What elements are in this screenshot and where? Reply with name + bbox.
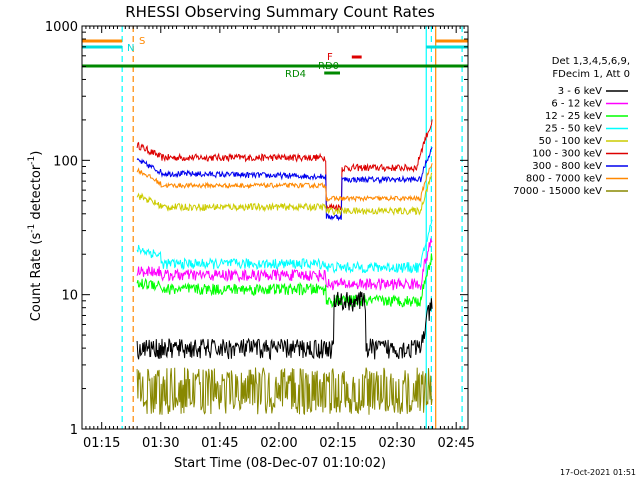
x-tick-label: 01:15 [83,436,120,451]
x-tick-label: 01:45 [201,436,238,451]
legend-label: 3 - 6 keV [558,86,602,97]
legend-label: 12 - 25 keV [545,111,602,122]
x-axis-label: Start Time (08-Dec-07 01:10:02) [174,456,386,471]
series-group [136,119,433,415]
y-axis-label-end: ) [29,151,44,156]
legend-label: 7000 - 15000 keV [513,186,602,197]
x-tick-label: 02:30 [378,436,415,451]
flag-label: N [127,43,134,54]
x-tick-label: 02:00 [260,436,297,451]
legend-label: 25 - 50 keV [545,124,602,135]
y-tick-label: 1000 [45,20,78,35]
y-axis-label-sup2: -1 [27,156,37,165]
flag-bands [121,26,463,429]
series-line [136,238,433,292]
legend-label: 50 - 100 keV [539,136,603,147]
legend-header-1: Det 1,3,4,5,6,9, [552,56,630,67]
series-line [136,253,433,309]
series-line [136,172,433,217]
series-line [136,119,433,211]
legend-header-2: FDecim 1, Att 0 [552,69,630,80]
series-line [136,147,433,222]
y-axis-label-sup1: -1 [27,224,37,233]
flag-label: S [139,36,145,47]
x-tick-label: 02:15 [319,436,356,451]
flag-label: F [327,52,333,63]
series-line [136,163,433,203]
y-tick-label: 100 [53,154,78,169]
y-axis-label-mid: detector [29,164,44,224]
y-tick-label: 10 [61,289,78,304]
y-tick-label: 1 [70,423,78,438]
x-tick-label: 02:45 [437,436,474,451]
series-line [136,367,433,415]
series-line [136,291,433,361]
legend-label: 100 - 300 keV [532,149,602,160]
plot-frame [81,25,469,430]
series-line [136,219,433,274]
legend-label: 6 - 12 keV [551,99,602,110]
y-axis-label: Count Rate (s-1 detector-1) [27,151,44,322]
flag-label: RD0 [318,61,339,72]
axes: 1 10 100 1000 01:15 01:30 01:45 02:00 02:15 02:30… [45,20,475,451]
legend-label: 300 - 800 keV [532,161,602,172]
legend-label: 800 - 7000 keV [526,174,602,185]
legend: Det 1,3,4,5,6,9, FDecim 1, Att 0 3 - 6 k… [513,56,630,197]
flag-label: RD4 [285,69,306,80]
render-timestamp: 17-Oct-2021 01:51 [560,468,636,477]
x-tick-label: 01:30 [142,436,179,451]
y-axis-label-main: Count Rate (s [29,233,44,322]
chart-title: RHESSI Observing Summary Count Rates [125,3,435,21]
